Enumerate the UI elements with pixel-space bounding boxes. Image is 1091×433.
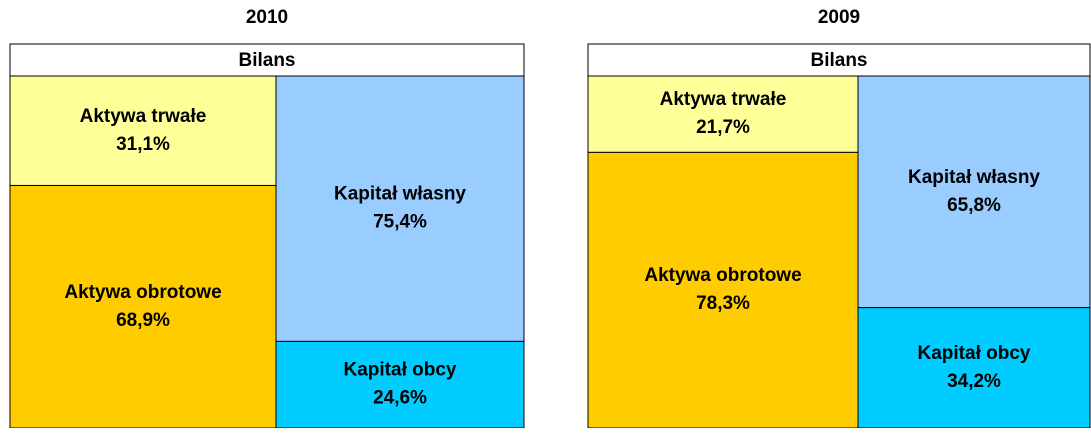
segment-name: Aktywa obrotowe bbox=[644, 265, 801, 286]
segment-value-label: 31,1% bbox=[116, 134, 170, 155]
chart-title: 2009 bbox=[818, 7, 860, 28]
segment bbox=[9, 75, 277, 186]
segment-value-label: 75,4% bbox=[373, 212, 427, 233]
segment-name: Kapitał obcy bbox=[344, 360, 457, 381]
segment bbox=[275, 340, 525, 429]
segment-name: Kapitał własny bbox=[334, 184, 466, 205]
segment-value-label: 34,2% bbox=[947, 371, 1001, 392]
segment-value-label: 78,3% bbox=[696, 293, 750, 314]
segment bbox=[275, 75, 525, 342]
segment-name: Aktywa obrotowe bbox=[64, 282, 221, 303]
segment bbox=[587, 151, 859, 429]
segment-value-label: 68,9% bbox=[116, 310, 170, 331]
segment-value-label: 21,7% bbox=[696, 117, 750, 138]
subtitle: Bilans bbox=[810, 50, 867, 71]
segment bbox=[857, 307, 1091, 429]
segment bbox=[587, 75, 859, 153]
segment-name: Kapitał własny bbox=[908, 167, 1040, 188]
segment-name: Aktywa trwałe bbox=[80, 106, 207, 127]
subtitle-box bbox=[9, 43, 525, 77]
chart-title: 2010 bbox=[246, 7, 288, 28]
segment-name: Aktywa trwałe bbox=[660, 89, 787, 110]
segment bbox=[9, 184, 277, 429]
segment-value-label: 65,8% bbox=[947, 195, 1001, 216]
segment-value-label: 24,6% bbox=[373, 388, 427, 409]
subtitle: Bilans bbox=[238, 50, 295, 71]
subtitle-box bbox=[587, 43, 1091, 77]
segment bbox=[857, 75, 1091, 309]
segment-name: Kapitał obcy bbox=[918, 343, 1031, 364]
